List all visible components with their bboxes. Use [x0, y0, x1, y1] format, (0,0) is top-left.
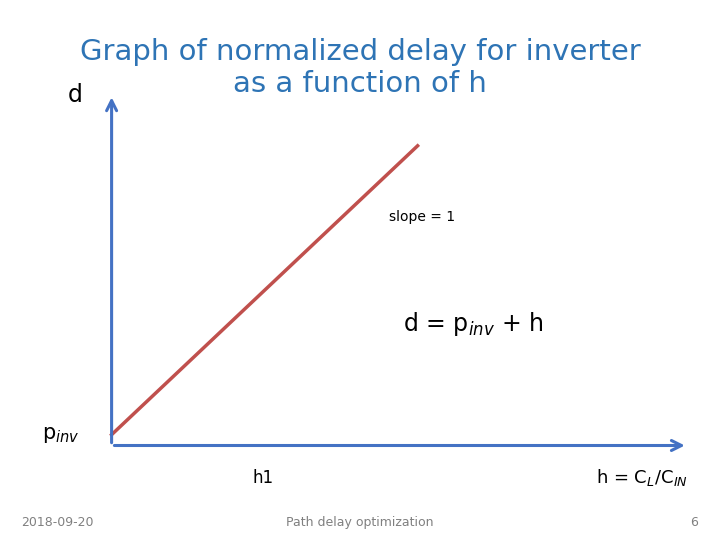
Text: p$_{inv}$: p$_{inv}$ [42, 424, 80, 445]
Text: d = p$_{inv}$ + h: d = p$_{inv}$ + h [403, 310, 544, 338]
Text: slope = 1: slope = 1 [389, 210, 455, 224]
Text: h = C$_L$/C$_{IN}$: h = C$_L$/C$_{IN}$ [595, 468, 688, 488]
Text: d: d [68, 83, 83, 106]
Text: 2018-09-20: 2018-09-20 [22, 516, 94, 529]
Text: Graph of normalized delay for inverter
as a function of h: Graph of normalized delay for inverter a… [80, 38, 640, 98]
Text: Path delay optimization: Path delay optimization [287, 516, 433, 529]
Text: 6: 6 [690, 516, 698, 529]
Text: h1: h1 [252, 469, 274, 487]
